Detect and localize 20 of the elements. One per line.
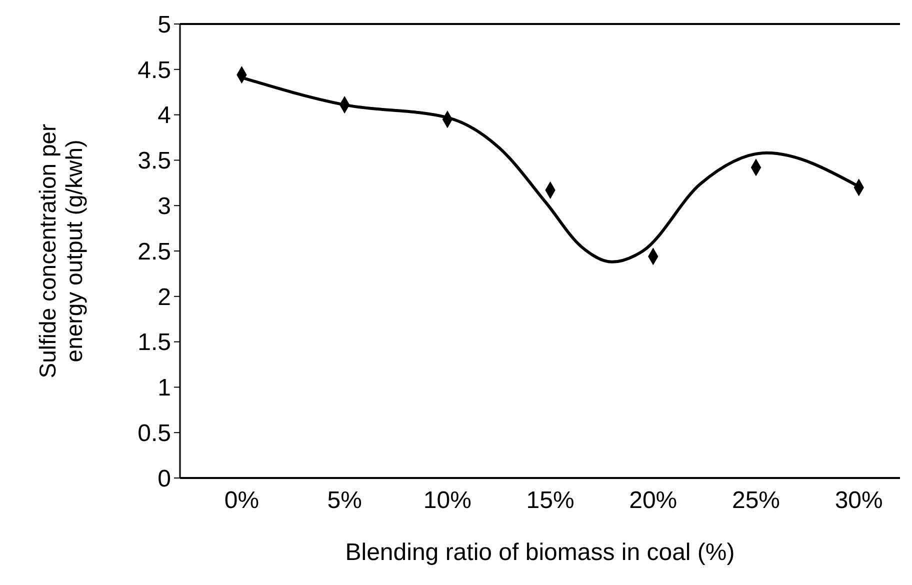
y-tick-label: 0.5 — [138, 420, 171, 447]
y-tick-label: 0 — [158, 465, 171, 492]
y-tick-label: 5 — [158, 11, 171, 38]
x-tick-label: 5% — [327, 487, 362, 514]
y-tick-label: 2 — [158, 284, 171, 311]
y-tick-label: 3.5 — [138, 148, 171, 175]
x-tick-label: 30% — [834, 487, 883, 514]
y-tick-label: 3 — [158, 193, 171, 220]
x-tick-label: 10% — [423, 487, 472, 514]
y-tick-label: 1 — [158, 374, 171, 402]
y-tick-label: 4.5 — [138, 56, 171, 84]
x-tick-label: 15% — [526, 487, 574, 514]
x-tick-label: 25% — [732, 487, 780, 514]
y-tick-label: 4 — [158, 102, 171, 130]
y-axis-title: Sulfide concentration per energy output (g/kwh) — [34, 123, 87, 378]
x-tick-label: 0% — [224, 487, 260, 514]
x-tick-label: 20% — [629, 487, 678, 514]
x-axis-title: Blending ratio of biomass in coal (%) — [345, 539, 735, 566]
y-tick-label: 2.5 — [138, 238, 171, 266]
y-tick-label: 1.5 — [138, 329, 171, 356]
